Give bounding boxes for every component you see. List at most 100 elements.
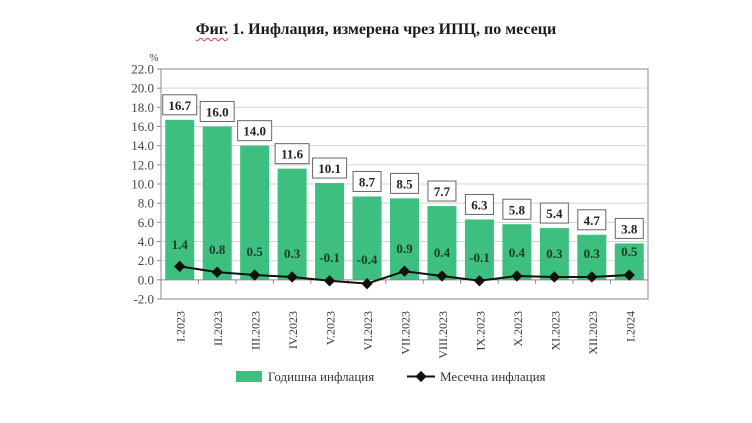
data-labels: 16.7 16.0 14.0 11.6 10.1 8.7 8.5 7.7 6.3 5.8 5.4 4.… bbox=[162, 94, 644, 267]
bar-II.2023 bbox=[202, 126, 232, 280]
monthly-marker-XII.2023 bbox=[586, 271, 598, 283]
annual-value-box bbox=[274, 143, 310, 165]
annual-value-label: 16.7 bbox=[168, 98, 191, 113]
chart-title: Фиг. 1. Инфлация, измерена чрез ИПЦ, по … bbox=[0, 21, 752, 39]
annual-value-label: 4.7 bbox=[584, 213, 601, 228]
monthly-value-label: -0.4 bbox=[357, 252, 378, 267]
annual-value-box bbox=[539, 202, 569, 224]
y-axis-unit: % bbox=[149, 52, 158, 64]
y-tick-label: -2.0 bbox=[133, 292, 154, 307]
bar-XI.2023 bbox=[539, 228, 569, 280]
y-axis: 22.0 20.0 18.0 16.0 14.0 12.0 10.0 8.0 6.0 4.0 2.0… bbox=[131, 52, 161, 307]
monthly-marker-X.2023 bbox=[511, 270, 523, 282]
annual-value-label: 7.7 bbox=[434, 184, 451, 199]
y-tick-label: 2.0 bbox=[138, 253, 154, 268]
y-tick-label: 14.0 bbox=[131, 138, 154, 153]
x-tick-label: VII.2023 bbox=[399, 311, 413, 355]
monthly-value-label: 0.9 bbox=[396, 241, 413, 256]
chart-title-text: 1. Инфлация, измерена чрез ИПЦ, по месец… bbox=[228, 21, 557, 38]
bar-V.2023 bbox=[315, 183, 345, 280]
monthly-value-label: 0.5 bbox=[247, 244, 264, 259]
annual-value-box bbox=[427, 180, 457, 202]
annual-inflation-bars bbox=[165, 119, 644, 280]
x-tick-label: IX.2023 bbox=[473, 311, 487, 351]
annual-value-box bbox=[237, 120, 273, 142]
monthly-value-label: 0.5 bbox=[621, 244, 638, 259]
monthly-marker-VII.2023 bbox=[398, 265, 411, 277]
x-tick-label: IV.2023 bbox=[286, 311, 300, 349]
y-tick-label: 10.0 bbox=[131, 177, 154, 192]
annual-value-label: 11.6 bbox=[281, 147, 304, 162]
monthly-marker-I.2024 bbox=[623, 269, 635, 281]
annual-value-box bbox=[464, 193, 494, 215]
annual-value-box bbox=[390, 172, 419, 194]
monthly-value-label: 0.4 bbox=[509, 245, 526, 260]
zero-axis bbox=[161, 279, 648, 284]
monthly-marker-I.2023 bbox=[174, 260, 186, 273]
monthly-value-label: 1.4 bbox=[172, 237, 189, 252]
annual-value-box bbox=[502, 198, 532, 220]
legend-monthly-label: Месечна инфлация bbox=[440, 369, 546, 384]
annual-value-box bbox=[614, 217, 644, 239]
y-tick-label: 18.0 bbox=[131, 100, 154, 115]
x-tick-label: V.2023 bbox=[324, 311, 338, 345]
legend: Годишна инфлация Месечна инфлация bbox=[236, 369, 546, 384]
y-tick-label: 22.0 bbox=[131, 62, 154, 77]
x-tick-label: X.2023 bbox=[511, 311, 525, 347]
monthly-marker-XI.2023 bbox=[548, 271, 561, 283]
y-tick-label: 12.0 bbox=[131, 157, 154, 172]
monthly-marker-VI.2023 bbox=[361, 278, 373, 290]
annual-value-label: 5.4 bbox=[546, 206, 563, 221]
x-tick-label: II.2023 bbox=[211, 311, 225, 346]
monthly-marker-III.2023 bbox=[248, 269, 261, 281]
legend-annual-swatch bbox=[236, 371, 262, 382]
bar-IV.2023 bbox=[277, 168, 307, 280]
annual-value-label: 8.5 bbox=[396, 176, 413, 191]
x-tick-label: VI.2023 bbox=[361, 311, 375, 351]
chart-title-prefix: Фиг. bbox=[195, 21, 229, 38]
annual-value-label: 6.3 bbox=[471, 197, 488, 212]
annual-value-box bbox=[162, 94, 198, 116]
x-tick-label: I.2023 bbox=[174, 311, 188, 342]
monthly-inflation-line bbox=[174, 260, 635, 290]
bar-IX.2023 bbox=[464, 219, 494, 280]
monthly-marker-V.2023 bbox=[323, 275, 336, 287]
y-tick-label: 4.0 bbox=[138, 234, 154, 249]
bar-VI.2023 bbox=[352, 196, 382, 280]
bar-VIII.2023 bbox=[427, 206, 457, 280]
monthly-value-label: 0.4 bbox=[434, 245, 451, 260]
monthly-value-label: 0.3 bbox=[284, 246, 301, 261]
monthly-value-label: 0.3 bbox=[584, 246, 601, 261]
y-tick-label: 16.0 bbox=[131, 119, 154, 134]
annual-value-label: 14.0 bbox=[243, 124, 266, 139]
annual-value-label: 5.8 bbox=[509, 202, 526, 217]
annual-value-label: 8.7 bbox=[359, 174, 376, 189]
y-tick-label: 6.0 bbox=[138, 215, 154, 230]
monthly-value-label: 0.8 bbox=[209, 242, 226, 257]
monthly-marker-VIII.2023 bbox=[436, 270, 448, 282]
x-tick-label: XI.2023 bbox=[548, 311, 562, 351]
y-tick-label: 8.0 bbox=[138, 196, 154, 211]
x-tick-label: VIII.2023 bbox=[436, 311, 450, 359]
monthly-marker-IV.2023 bbox=[286, 271, 298, 283]
annual-value-label: 3.8 bbox=[621, 221, 638, 236]
annual-value-box bbox=[199, 101, 235, 122]
bar-I.2023 bbox=[165, 119, 195, 280]
monthly-value-label: -0.1 bbox=[319, 250, 340, 265]
annual-value-box bbox=[312, 157, 348, 179]
annual-value-box bbox=[352, 170, 382, 192]
legend-annual-label: Годишна инфлация bbox=[268, 369, 374, 384]
x-axis: I.2023 II.2023 III.2023 IV.2023 V.2023 VI.202… bbox=[174, 311, 638, 359]
annual-value-box bbox=[577, 209, 607, 231]
annual-value-label: 10.1 bbox=[318, 161, 341, 176]
bar-III.2023 bbox=[240, 145, 270, 280]
y-tick-label: 20.0 bbox=[131, 81, 154, 96]
monthly-value-label: 0.3 bbox=[546, 246, 563, 261]
monthly-value-label: -0.1 bbox=[469, 250, 490, 265]
y-tick-label: 0.0 bbox=[138, 272, 154, 287]
x-tick-label: III.2023 bbox=[249, 311, 263, 350]
x-tick-label: XII.2023 bbox=[586, 311, 600, 355]
monthly-marker-IX.2023 bbox=[473, 275, 486, 287]
x-tick-label: I.2024 bbox=[623, 311, 637, 342]
